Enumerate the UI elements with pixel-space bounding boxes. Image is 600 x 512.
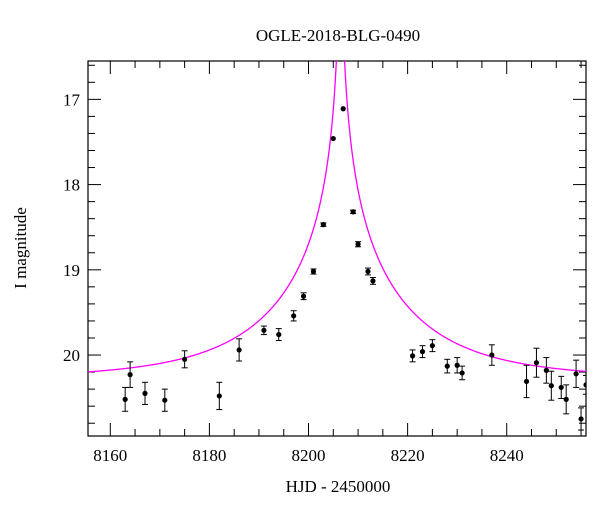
data-point bbox=[330, 135, 336, 142]
data-marker bbox=[320, 222, 326, 228]
data-marker bbox=[543, 367, 549, 373]
y-tick-label: 20 bbox=[63, 346, 80, 365]
data-point bbox=[409, 349, 416, 363]
data-marker bbox=[300, 293, 307, 299]
data-point bbox=[429, 339, 436, 353]
data-point bbox=[364, 267, 371, 276]
data-marker bbox=[523, 378, 530, 385]
data-marker bbox=[583, 382, 586, 388]
data-marker bbox=[261, 327, 267, 333]
data-point bbox=[216, 381, 223, 411]
data-marker bbox=[127, 372, 133, 378]
data-marker bbox=[548, 383, 554, 389]
data-point bbox=[459, 365, 466, 381]
data-marker bbox=[533, 360, 540, 366]
data-marker bbox=[216, 393, 222, 399]
x-axis-label: HJD - 2450000 bbox=[286, 477, 391, 496]
model-curve-group bbox=[88, 61, 586, 373]
data-point bbox=[444, 358, 451, 374]
data-marker bbox=[365, 268, 371, 275]
x-tick-label: 8220 bbox=[391, 446, 425, 465]
data-marker bbox=[276, 331, 282, 338]
model-curve bbox=[88, 61, 586, 373]
data-marker bbox=[355, 241, 361, 247]
x-tick-label: 8200 bbox=[292, 446, 326, 465]
data-point bbox=[583, 374, 586, 395]
data-point bbox=[127, 361, 134, 388]
y-tick-label: 18 bbox=[63, 176, 80, 195]
data-marker bbox=[236, 347, 242, 353]
data-point bbox=[236, 338, 243, 362]
data-point bbox=[558, 375, 565, 399]
data-marker bbox=[370, 278, 376, 284]
data-marker bbox=[573, 371, 579, 377]
data-marker bbox=[330, 135, 336, 142]
data-point bbox=[350, 209, 357, 215]
data-point bbox=[275, 328, 282, 342]
data-point bbox=[573, 359, 580, 388]
x-tick-label: 8180 bbox=[192, 446, 226, 465]
data-marker bbox=[489, 352, 495, 358]
data-marker bbox=[291, 313, 297, 319]
data-marker bbox=[350, 209, 356, 215]
data-points-group bbox=[122, 106, 586, 431]
data-point bbox=[369, 276, 376, 285]
data-marker bbox=[558, 384, 564, 391]
data-point bbox=[161, 388, 168, 412]
data-point bbox=[181, 350, 188, 369]
data-marker bbox=[459, 370, 465, 376]
y-tick-label: 17 bbox=[63, 90, 81, 109]
data-point bbox=[563, 384, 570, 415]
data-marker bbox=[340, 106, 346, 112]
data-point bbox=[310, 268, 317, 275]
y-tick-label: 19 bbox=[63, 261, 80, 280]
data-point bbox=[543, 357, 550, 384]
x-tick-label: 8240 bbox=[490, 446, 524, 465]
data-marker bbox=[310, 268, 317, 275]
data-marker bbox=[563, 396, 569, 402]
data-point bbox=[488, 344, 495, 366]
data-marker bbox=[578, 416, 584, 422]
data-point bbox=[340, 106, 346, 112]
axis-ticks: 8160 8180 8200 8220 8240 17 18 19 20 bbox=[63, 61, 586, 465]
data-marker bbox=[454, 362, 460, 368]
data-point bbox=[523, 364, 530, 399]
data-marker bbox=[122, 396, 128, 402]
data-point bbox=[454, 357, 461, 374]
data-point bbox=[300, 292, 307, 301]
data-marker bbox=[409, 353, 416, 359]
data-marker bbox=[142, 390, 148, 396]
data-point bbox=[320, 222, 327, 228]
data-point bbox=[290, 310, 297, 322]
data-marker bbox=[444, 363, 450, 369]
data-marker bbox=[419, 349, 426, 355]
data-point bbox=[419, 345, 426, 359]
y-axis-label: I magnitude bbox=[11, 207, 30, 289]
data-point bbox=[533, 347, 540, 378]
data-point bbox=[548, 370, 555, 401]
data-point bbox=[355, 241, 362, 248]
data-point bbox=[578, 407, 585, 431]
chart-title: OGLE-2018-BLG-0490 bbox=[256, 26, 420, 45]
data-point bbox=[260, 325, 267, 336]
data-marker bbox=[429, 343, 435, 349]
x-tick-label: 8160 bbox=[93, 446, 127, 465]
data-point bbox=[141, 381, 148, 405]
data-marker bbox=[162, 397, 168, 403]
data-marker bbox=[182, 356, 188, 362]
